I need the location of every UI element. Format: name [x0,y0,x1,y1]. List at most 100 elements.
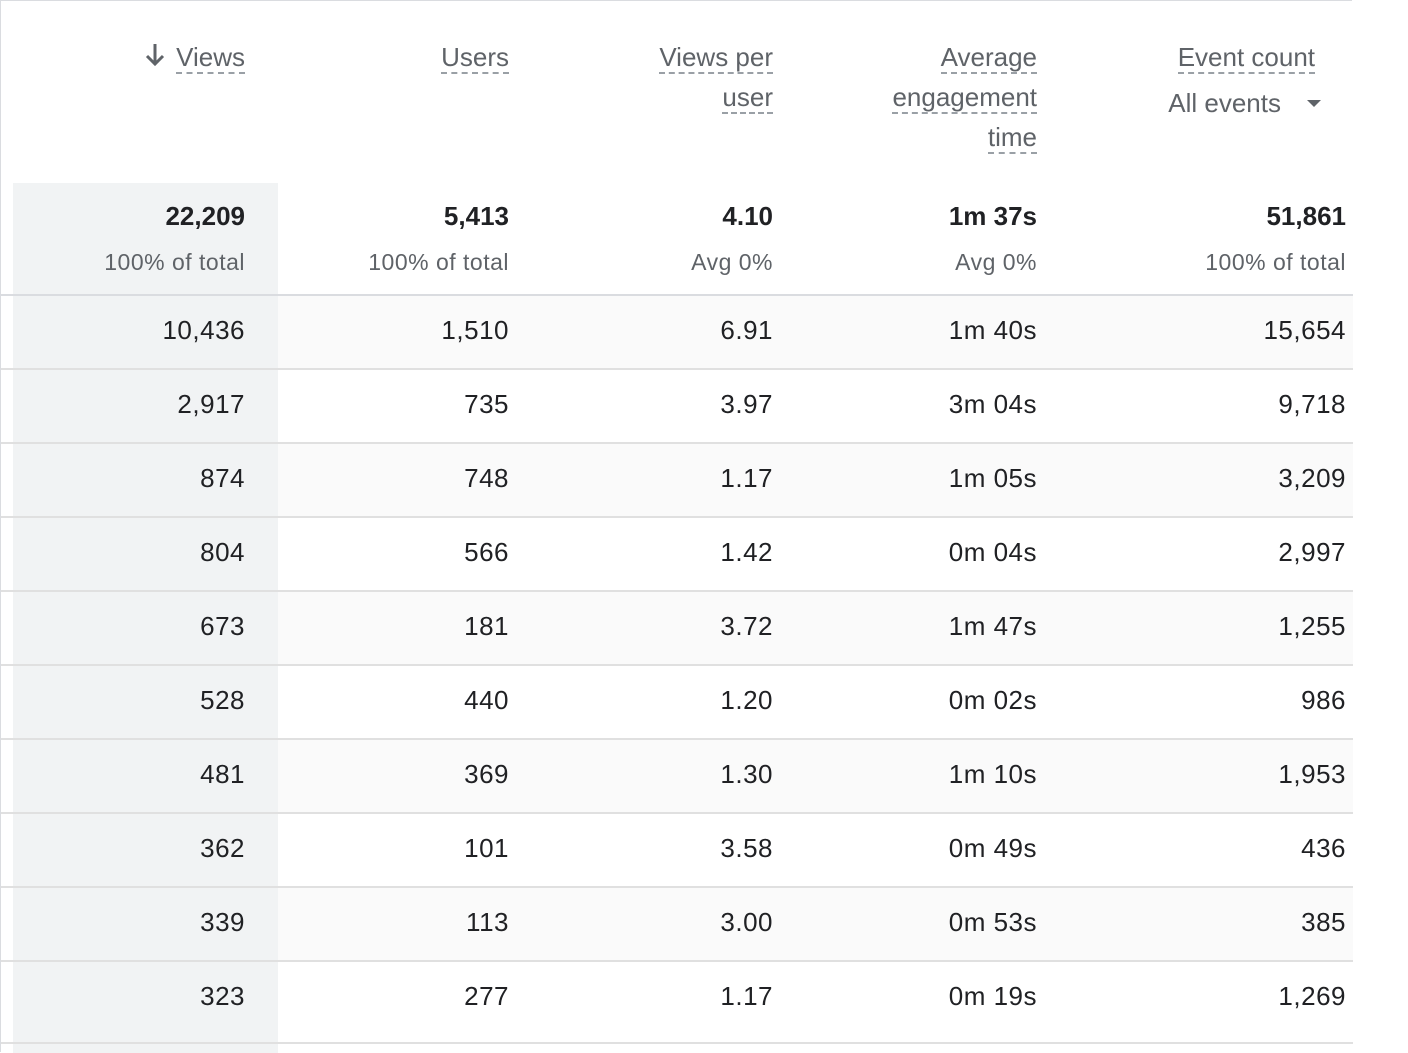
cell-event-count: 2,997 [1278,537,1346,567]
cell-event-count: 9,718 [1278,389,1346,419]
cell-avg-engagement-time: 0m 19s [948,981,1037,1011]
cell-views: 673 [200,611,245,641]
total-users: 5,413 [443,201,509,231]
cell-avg-engagement-time: 1m 47s [948,611,1037,641]
event-filter-dropdown[interactable]: All events [1168,83,1321,123]
row-background [278,444,1353,516]
total-views: 22,209 [165,201,245,231]
cell-users: 113 [466,907,509,937]
cell-views: 2,917 [177,389,245,419]
cell-event-count: 385 [1301,907,1346,937]
totals-row: 22,209 100% of total 5,413 100% of total… [1,183,1353,296]
cell-views: 339 [200,907,245,937]
total-users-sub: 100% of total [368,249,509,275]
cell-views: 874 [200,463,245,493]
cell-event-count: 3,209 [1278,463,1346,493]
row-background [278,518,1353,590]
row-background [278,370,1353,442]
cell-users: 277 [464,981,509,1011]
cell-views: 481 [200,759,245,789]
cell-views: 528 [200,685,245,715]
cell-views-per-user: 1.20 [720,685,773,715]
cell-event-count: 15,654 [1263,315,1346,345]
row-background [278,740,1353,812]
table-body: 10,436 1,510 6.91 1m 40s 15,654 2,917 735 3.97 3… [1,296,1353,1044]
table-header: Views Users Views per user Average engag… [1,1,1353,183]
header-event-count[interactable]: Event count [1177,37,1315,77]
cell-views-per-user: 6.91 [720,315,773,345]
cell-users: 735 [464,389,509,419]
cell-views-per-user: 3.00 [720,907,773,937]
arrow-down-icon[interactable] [144,39,166,79]
cell-views-per-user: 1.17 [720,463,773,493]
cell-views: 10,436 [162,315,245,345]
cell-avg-engagement-time: 0m 04s [948,537,1037,567]
header-views[interactable]: Views [144,37,245,79]
cell-users: 566 [464,537,509,567]
table-row[interactable]: 874 748 1.17 1m 05s 3,209 [1,444,1353,518]
cell-views-per-user: 3.97 [720,389,773,419]
analytics-table: Views Users Views per user Average engag… [0,0,1353,1053]
total-avg-engagement: 1m 37s [948,201,1037,231]
cell-event-count: 1,269 [1278,981,1346,1011]
cell-avg-engagement-time: 1m 10s [948,759,1037,789]
header-views-label: Views [176,42,245,74]
row-background [278,666,1353,738]
header-avg-engagement-line2: engagement [892,82,1037,114]
table-row[interactable]: 528 440 1.20 0m 02s 986 [1,666,1353,740]
total-views-per-user: 4.10 [722,201,773,231]
cell-users: 181 [464,611,509,641]
header-event-count-label: Event count [1177,42,1315,74]
cell-avg-engagement-time: 0m 53s [948,907,1037,937]
cell-users: 1,510 [441,315,509,345]
total-views-sub: 100% of total [104,249,245,275]
header-avg-engagement-time[interactable]: Average engagement time [892,37,1037,157]
header-views-per-user-line1: Views per [659,42,773,74]
row-background [278,962,1353,1042]
cell-views-per-user: 3.58 [720,833,773,863]
cell-users: 748 [464,463,509,493]
header-users[interactable]: Users [441,37,509,77]
total-avg-engagement-sub: Avg 0% [955,249,1037,275]
event-filter-value: All events [1168,88,1281,118]
cell-users: 440 [464,685,509,715]
table-row[interactable]: 10,436 1,510 6.91 1m 40s 15,654 [1,296,1353,370]
cell-views-per-user: 1.17 [720,981,773,1011]
cell-avg-engagement-time: 3m 04s [948,389,1037,419]
total-event-count: 51,861 [1266,201,1346,231]
cell-event-count: 1,255 [1278,611,1346,641]
cell-avg-engagement-time: 0m 49s [948,833,1037,863]
row-background [278,814,1353,886]
cell-avg-engagement-time: 1m 05s [948,463,1037,493]
cell-views: 804 [200,537,245,567]
header-avg-engagement-line3: time [987,122,1037,154]
header-users-label: Users [441,42,509,74]
cell-views: 362 [200,833,245,863]
header-views-per-user[interactable]: Views per user [659,37,773,117]
cell-views-per-user: 3.72 [720,611,773,641]
table-row[interactable]: 804 566 1.42 0m 04s 2,997 [1,518,1353,592]
cell-avg-engagement-time: 1m 40s [948,315,1037,345]
header-views-per-user-line2: user [722,82,773,114]
cell-event-count: 436 [1301,833,1346,863]
table-row[interactable]: 323 277 1.17 0m 19s 1,269 [1,962,1353,1044]
sorted-column-highlight [13,183,278,1053]
cell-event-count: 986 [1301,685,1346,715]
cell-avg-engagement-time: 0m 02s [948,685,1037,715]
cell-views-per-user: 1.42 [720,537,773,567]
cell-views-per-user: 1.30 [720,759,773,789]
table-row[interactable]: 362 101 3.58 0m 49s 436 [1,814,1353,888]
total-event-count-sub: 100% of total [1205,249,1346,275]
row-background [278,592,1353,664]
table-row[interactable]: 2,917 735 3.97 3m 04s 9,718 [1,370,1353,444]
total-views-per-user-sub: Avg 0% [691,249,773,275]
row-background [278,888,1353,960]
caret-down-icon [1307,99,1321,107]
cell-users: 369 [464,759,509,789]
table-row[interactable]: 339 113 3.00 0m 53s 385 [1,888,1353,962]
header-avg-engagement-line1: Average [940,42,1037,74]
table-row[interactable]: 673 181 3.72 1m 47s 1,255 [1,592,1353,666]
table-row[interactable]: 481 369 1.30 1m 10s 1,953 [1,740,1353,814]
row-background [278,296,1353,368]
cell-users: 101 [464,833,509,863]
